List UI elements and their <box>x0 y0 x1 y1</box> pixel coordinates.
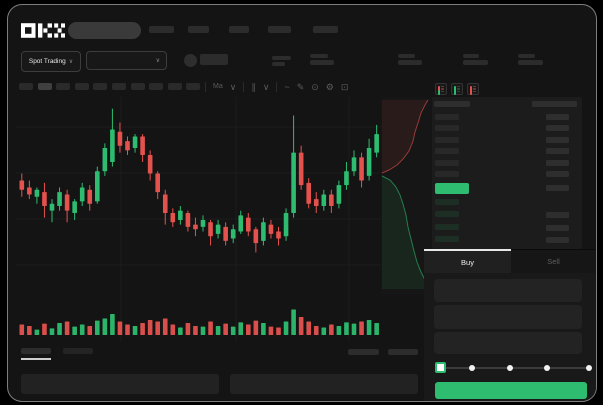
nav-item-4[interactable] <box>313 26 338 33</box>
bid-price-bar <box>435 223 459 230</box>
ask-amount-bar <box>546 136 569 143</box>
book-asks-only-icon[interactable] <box>467 83 479 95</box>
slider-stop-25[interactable] <box>469 365 475 371</box>
book-combined-icon[interactable] <box>435 83 447 95</box>
settings-gear-icon[interactable]: ⚙ <box>325 81 334 92</box>
last-price-block[interactable] <box>435 183 469 194</box>
market-type-selector[interactable]: Spot Trading ∨ <box>21 51 81 72</box>
line-tool-icon[interactable]: ~ <box>284 81 290 92</box>
ask-amount-bar <box>546 171 569 177</box>
slider-stop-75[interactable] <box>544 365 550 371</box>
nav-item-2[interactable] <box>229 26 249 33</box>
timeframe-button-0[interactable] <box>19 83 33 90</box>
divider <box>243 81 245 92</box>
total-input[interactable] <box>434 332 582 354</box>
timeframe-button-9[interactable] <box>186 83 201 90</box>
ask-price-bar <box>435 125 459 131</box>
timeframe-button-1[interactable] <box>37 83 52 90</box>
price-input[interactable] <box>434 279 582 302</box>
fullscreen-icon[interactable]: ⊡ <box>340 81 349 92</box>
slider-stop-100[interactable] <box>586 365 592 371</box>
stat-label-2 <box>463 54 479 58</box>
stat-label-1 <box>398 54 415 58</box>
candlestick-chart[interactable] <box>16 97 428 347</box>
chart-tools: Ma ∨ ∥ ∨ ~ ✎ ⊙ ⚙ ⊡ <box>205 80 348 93</box>
bottom-tab-underline <box>21 358 51 360</box>
stat-value-0 <box>310 60 334 65</box>
tab-buy-label: Buy <box>461 257 474 267</box>
tab-sell[interactable]: Sell <box>511 249 596 273</box>
stat-label-3 <box>518 54 535 58</box>
slider-stop-50[interactable] <box>507 365 513 371</box>
bottom-tab-inactive[interactable] <box>63 348 93 354</box>
ask-price-bar <box>435 136 459 143</box>
stat-value-3 <box>518 60 543 65</box>
orders-panel-2 <box>230 374 418 394</box>
tab-buy[interactable]: Buy <box>424 249 511 273</box>
orders-panel-1 <box>21 374 219 394</box>
chevron-down-icon[interactable]: ∨ <box>229 81 237 92</box>
candle-type-icon[interactable]: ∥ <box>251 81 256 92</box>
orderbook-view-toggles <box>435 83 479 95</box>
book-bids-only-icon[interactable] <box>451 83 463 95</box>
chevron-down-icon[interactable]: ∨ <box>262 81 270 92</box>
stat-value-1 <box>398 60 422 65</box>
chevron-down-icon: ∨ <box>155 58 160 64</box>
ask-amount-bar <box>546 159 569 166</box>
bid-price-bar <box>435 211 459 218</box>
stat-value-2 <box>463 60 488 65</box>
tab-sell-label: Sell <box>547 256 560 266</box>
last-price-placeholder <box>200 54 228 65</box>
coin-icon <box>184 54 197 67</box>
price-subline-2 <box>272 62 285 66</box>
slider-handle[interactable] <box>435 362 446 373</box>
divider <box>276 81 278 92</box>
ask-price-bar <box>435 148 459 154</box>
timeframe-button-5[interactable] <box>112 83 126 90</box>
ask-amount-bar <box>546 113 569 120</box>
search-input[interactable] <box>68 22 141 39</box>
stat-label-0 <box>310 54 328 58</box>
bid-amount-bar <box>546 212 569 219</box>
market-type-label: Spot Trading <box>28 58 66 65</box>
ask-price-bar <box>435 113 459 120</box>
bottom-action-1[interactable] <box>348 349 379 355</box>
nav-item-1[interactable] <box>188 26 209 33</box>
orderbook-col-header-amount <box>532 101 577 107</box>
timeframe-button-4[interactable] <box>93 83 108 90</box>
timeframe-button-7[interactable] <box>149 83 164 90</box>
app-window: Spot Trading ∨ ∨ Ma ∨ ∥ ∨ ~ ✎ ⊙ ⚙ ⊡ Buy <box>7 4 597 402</box>
indicator-ma-button[interactable]: Ma <box>213 82 223 90</box>
ask-amount-bar <box>546 148 569 154</box>
bottom-tab-active[interactable] <box>21 348 51 354</box>
orderbook-col-header-price <box>434 101 470 107</box>
bid-price-bar <box>435 199 459 205</box>
pair-selector-dropdown[interactable]: ∨ <box>86 51 167 70</box>
timeframe-button-6[interactable] <box>130 83 145 90</box>
draw-pencil-icon[interactable]: ✎ <box>296 81 305 92</box>
ask-price-bar <box>435 159 459 166</box>
orderbook-amount-bar <box>546 185 569 191</box>
amount-input[interactable] <box>434 305 582 329</box>
ask-amount-bar <box>546 125 569 131</box>
okx-logo <box>21 23 65 38</box>
nav-item-3[interactable] <box>268 26 291 33</box>
buy-submit-button[interactable] <box>435 382 587 399</box>
nav-item-0[interactable] <box>149 26 174 33</box>
screenshot-icon[interactable]: ⊙ <box>311 81 319 92</box>
bid-price-bar <box>435 235 459 242</box>
timeframe-button-8[interactable] <box>167 83 182 90</box>
depth-chart[interactable] <box>381 98 431 294</box>
ask-price-bar <box>435 171 459 177</box>
timeframe-button-3[interactable] <box>74 83 89 90</box>
divider <box>205 81 206 92</box>
timeframe-button-2[interactable] <box>56 83 71 90</box>
price-subline-1 <box>272 56 291 60</box>
amount-percent-slider[interactable] <box>439 365 592 371</box>
bid-amount-bar <box>546 224 569 231</box>
bottom-action-2[interactable] <box>388 349 418 355</box>
chevron-down-icon: ∨ <box>68 59 74 65</box>
bid-amount-bar <box>546 236 569 243</box>
